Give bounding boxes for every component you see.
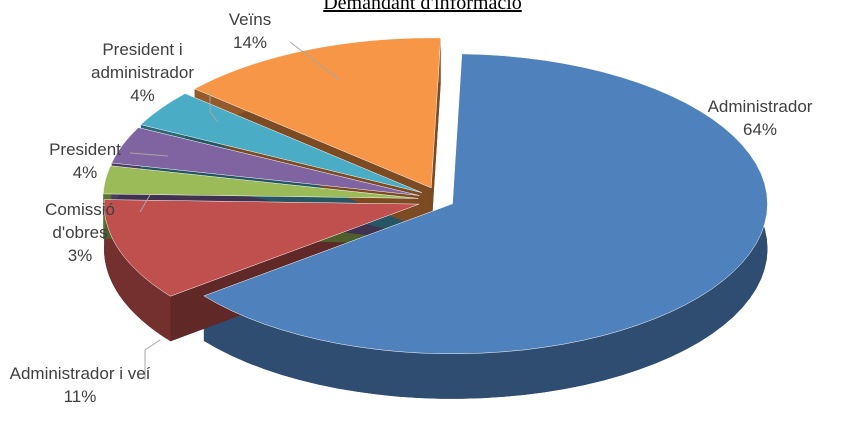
slice-wall [431,38,441,233]
slice [140,93,422,193]
slice [103,199,420,297]
category-label: President i administrador [91,40,194,82]
data-label: Administrador 64% [690,95,830,141]
slice-side [203,53,768,399]
data-label: Comissió d'obres 3% [30,198,130,267]
value-label: 3% [67,246,93,265]
slice [194,37,441,189]
value-label: 4% [130,86,155,105]
value-label: 4% [72,163,98,182]
data-label: Administrador i veí 11% [0,362,160,408]
leader-line [289,41,341,81]
category-label: Veïns [228,10,272,29]
leader-line [144,339,161,380]
category-label: Administrador [707,97,813,116]
data-label: President i administrador 4% [70,38,215,107]
slice [203,53,768,354]
category-label: Comissió d'obres [45,200,115,242]
category-label: Administrador i veí [9,364,151,383]
chart-title: Demandant d'informació [323,0,522,14]
value-label: 14% [232,33,268,52]
leader-line [209,90,219,123]
data-label: President 4% [30,138,140,184]
value-label: 64% [742,120,778,139]
slice [111,127,420,196]
category-label: President [49,140,121,159]
data-label: Veïns 14% [220,8,280,54]
value-label: 11% [63,387,97,406]
leader-line [139,194,151,213]
slice-side [104,199,171,342]
leader-line [129,152,169,157]
slice [103,165,419,199]
